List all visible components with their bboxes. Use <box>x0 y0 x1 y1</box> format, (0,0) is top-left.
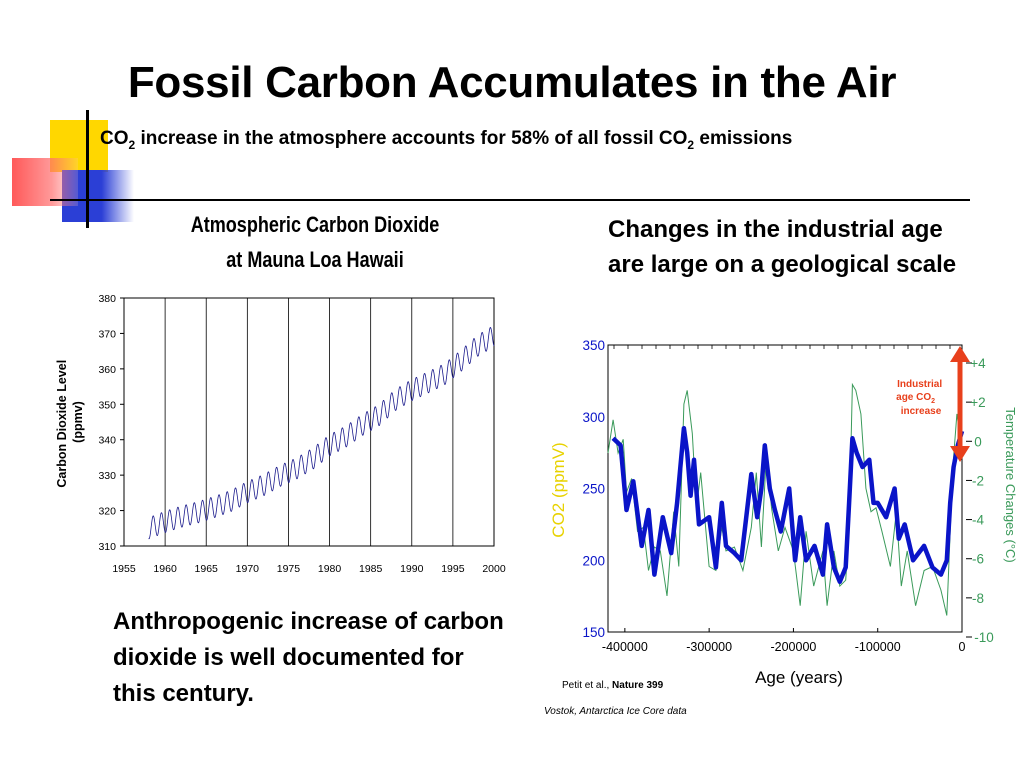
temperature-axis-label: Temperature Changes (°C) <box>1003 407 1018 563</box>
vostok-co2-tick-label: 350 <box>582 338 605 353</box>
vostok-co2-tick-label: 250 <box>582 482 605 497</box>
mauna-x-tick-label: 1965 <box>195 563 219 575</box>
mauna-y-tick-label: 340 <box>98 435 116 447</box>
slide-subtitle: CO2 increase in the atmosphere accounts … <box>100 128 793 152</box>
vostok-temp-tick-label: -6 <box>972 552 984 567</box>
vostok-x-tick-label: -200000 <box>770 640 816 654</box>
vostok-x-tick-label: -400000 <box>602 640 648 654</box>
mauna-y-tick-label: 320 <box>98 506 116 518</box>
mauna-x-tick-label: 1955 <box>112 563 136 575</box>
mauna-x-tick-label: 1990 <box>400 563 424 575</box>
mauna-x-tick-label: 1975 <box>277 563 301 575</box>
vostok-temp-tick-label: -10 <box>974 630 994 645</box>
mauna-y-tick-label: 330 <box>98 470 116 482</box>
mauna-y-tick-label: 370 <box>98 328 116 340</box>
industrial-arrow <box>950 346 970 462</box>
vostok-x-tick-label: -300000 <box>686 640 732 654</box>
mauna-y-axis-label: Carbon Dioxide Level (ppmv) <box>55 356 85 487</box>
mauna-x-tick-label: 1960 <box>153 563 177 575</box>
vostok-temp-tick-label: -4 <box>972 513 984 528</box>
deco-horizontal-line <box>50 199 970 201</box>
vostok-temp-tick-label: -2 <box>972 473 984 488</box>
co2-line <box>611 425 965 585</box>
mauna-co2-line <box>148 327 495 540</box>
mauna-x-tick-label: 1985 <box>359 563 383 575</box>
vostok-co2-tick-label: 150 <box>582 625 605 640</box>
vostok-temp-tick-label: 0 <box>974 434 982 449</box>
citation-author: Petit et al., <box>562 680 613 691</box>
mauna-x-tick-label: 1995 <box>441 563 465 575</box>
mauna-x-tick-label: 1970 <box>236 563 260 575</box>
co2-axis-label: CO2 (ppmV) <box>549 442 568 537</box>
citation-journal: Nature 399 <box>612 680 664 691</box>
industrial-annotation: Industrial age CO2 increase <box>896 379 945 417</box>
vostok-co2-tick-label: 300 <box>582 410 605 425</box>
right-heading: Changes in the industrial age are large … <box>608 216 957 278</box>
vostok-x-tick-label: -100000 <box>855 640 901 654</box>
mauna-y-tick-label: 380 <box>98 293 116 305</box>
vostok-x-tick-label: 0 <box>959 640 966 654</box>
citation: Petit et al., Nature 399 <box>562 680 663 691</box>
mauna-x-tick-label: 2000 <box>482 563 506 575</box>
temperature-line <box>607 382 963 616</box>
mauna-y-tick-label: 350 <box>98 399 116 411</box>
mauna-chart-subtitle: at Mauna Loa Hawaii <box>226 247 404 272</box>
vostok-temp-tick-label: +4 <box>970 356 986 371</box>
deco-vertical-line <box>86 110 89 228</box>
left-note: Anthropogenic increase of carbon dioxide… <box>113 608 504 707</box>
age-axis-label: Age (years) <box>755 668 843 687</box>
mauna-y-tick-label: 360 <box>98 364 116 376</box>
slide-title: Fossil Carbon Accumulates in the Air <box>127 58 897 107</box>
vostok-temp-tick-label: +2 <box>970 395 985 410</box>
vostok-plot-frame <box>607 344 963 633</box>
mauna-y-tick-label: 310 <box>98 541 116 553</box>
mauna-x-tick-label: 1980 <box>318 563 342 575</box>
deco-red-square <box>12 158 78 206</box>
citation-source: Vostok, Antarctica Ice Core data <box>544 706 687 717</box>
vostok-temp-tick-label: -8 <box>972 591 984 606</box>
vostok-co2-tick-label: 200 <box>582 553 605 568</box>
mauna-chart-title: Atmospheric Carbon Dioxide <box>190 212 440 237</box>
